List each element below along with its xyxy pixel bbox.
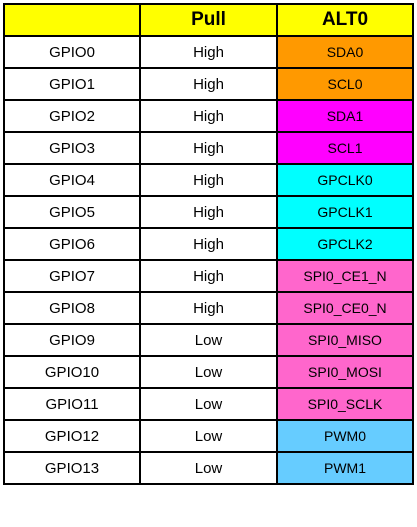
header-pin — [3, 3, 141, 37]
pin-cell: GPIO9 — [3, 323, 141, 357]
pin-cell: GPIO0 — [3, 35, 141, 69]
alt0-cell: SCL1 — [276, 131, 414, 165]
pull-cell: Low — [139, 451, 278, 485]
alt0-cell: SPI0_MISO — [276, 323, 414, 357]
alt0-cell: SPI0_SCLK — [276, 387, 414, 421]
pin-cell: GPIO1 — [3, 67, 141, 101]
alt0-cell: SDA1 — [276, 99, 414, 133]
alt0-cell: PWM1 — [276, 451, 414, 485]
table-row: GPIO3 High SCL1 — [3, 131, 414, 165]
pin-cell: GPIO12 — [3, 419, 141, 453]
table-body: GPIO0 High SDA0 GPIO1 High SCL0 GPIO2 High SDA1 G… — [3, 35, 414, 485]
pull-cell: High — [139, 259, 278, 293]
alt0-cell: PWM0 — [276, 419, 414, 453]
alt0-cell: GPCLK1 — [276, 195, 414, 229]
pin-cell: GPIO10 — [3, 355, 141, 389]
pull-cell: High — [139, 227, 278, 261]
header-pull: Pull — [139, 3, 278, 37]
pull-cell: Low — [139, 323, 278, 357]
pull-cell: High — [139, 35, 278, 69]
pin-cell: GPIO6 — [3, 227, 141, 261]
table-row: GPIO9 Low SPI0_MISO — [3, 323, 414, 357]
table-row: GPIO5 High GPCLK1 — [3, 195, 414, 229]
pull-cell: Low — [139, 387, 278, 421]
header-row: Pull ALT0 — [3, 3, 414, 37]
pull-cell: Low — [139, 355, 278, 389]
table-row: GPIO10 Low SPI0_MOSI — [3, 355, 414, 389]
pin-cell: GPIO4 — [3, 163, 141, 197]
table-row: GPIO0 High SDA0 — [3, 35, 414, 69]
alt0-cell: GPCLK0 — [276, 163, 414, 197]
table-row: GPIO2 High SDA1 — [3, 99, 414, 133]
pull-cell: High — [139, 195, 278, 229]
table-row: GPIO4 High GPCLK0 — [3, 163, 414, 197]
pin-cell: GPIO3 — [3, 131, 141, 165]
pin-cell: GPIO11 — [3, 387, 141, 421]
pull-cell: High — [139, 163, 278, 197]
gpio-table-container: Pull ALT0 GPIO0 High SDA0 GPIO1 High SCL0 GPIO… — [3, 3, 414, 485]
pin-cell: GPIO5 — [3, 195, 141, 229]
table-row: GPIO11 Low SPI0_SCLK — [3, 387, 414, 421]
alt0-cell: SDA0 — [276, 35, 414, 69]
alt0-cell: SCL0 — [276, 67, 414, 101]
table-row: GPIO7 High SPI0_CE1_N — [3, 259, 414, 293]
pull-cell: High — [139, 67, 278, 101]
pin-cell: GPIO8 — [3, 291, 141, 325]
alt0-cell: GPCLK2 — [276, 227, 414, 261]
alt0-cell: SPI0_CE0_N — [276, 291, 414, 325]
table-header: Pull ALT0 — [3, 3, 414, 37]
pull-cell: High — [139, 291, 278, 325]
header-alt0: ALT0 — [276, 3, 414, 37]
pin-cell: GPIO13 — [3, 451, 141, 485]
table-row: GPIO12 Low PWM0 — [3, 419, 414, 453]
gpio-alt-function-table: Pull ALT0 GPIO0 High SDA0 GPIO1 High SCL0 GPIO… — [3, 3, 414, 485]
pull-cell: High — [139, 131, 278, 165]
pin-cell: GPIO2 — [3, 99, 141, 133]
alt0-cell: SPI0_MOSI — [276, 355, 414, 389]
table-row: GPIO13 Low PWM1 — [3, 451, 414, 485]
pull-cell: High — [139, 99, 278, 133]
pin-cell: GPIO7 — [3, 259, 141, 293]
pull-cell: Low — [139, 419, 278, 453]
table-row: GPIO6 High GPCLK2 — [3, 227, 414, 261]
alt0-cell: SPI0_CE1_N — [276, 259, 414, 293]
table-row: GPIO1 High SCL0 — [3, 67, 414, 101]
table-row: GPIO8 High SPI0_CE0_N — [3, 291, 414, 325]
